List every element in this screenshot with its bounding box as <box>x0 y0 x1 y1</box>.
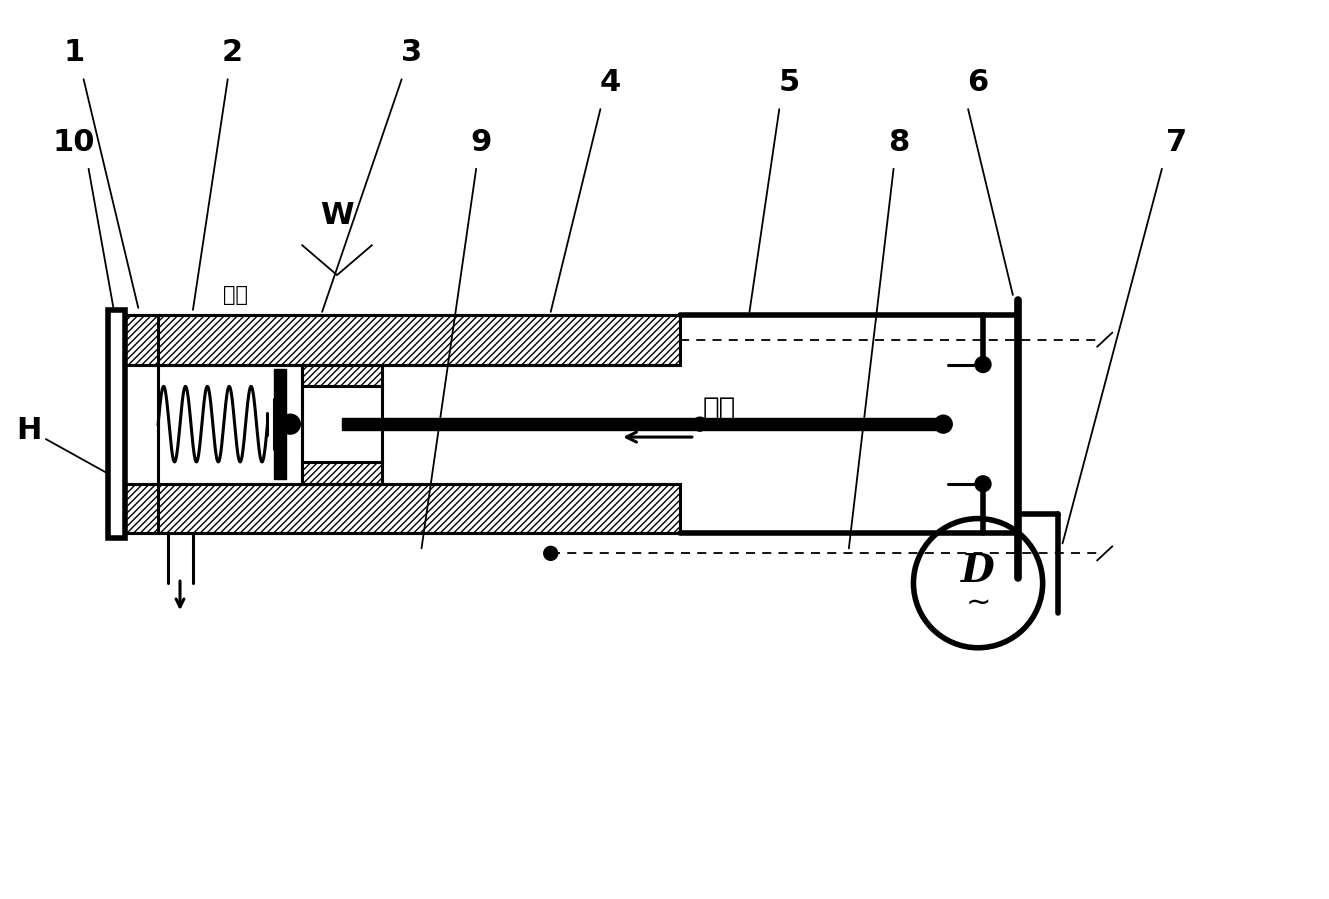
Text: 5: 5 <box>779 68 800 97</box>
Text: 1: 1 <box>62 39 84 67</box>
Text: 9: 9 <box>470 128 492 156</box>
Bar <box>124 484 158 533</box>
Bar <box>153 484 680 533</box>
Text: ~: ~ <box>965 589 991 618</box>
Bar <box>342 418 948 430</box>
Text: 7: 7 <box>1167 128 1187 156</box>
Circle shape <box>975 476 991 492</box>
Bar <box>124 315 158 364</box>
Text: 4: 4 <box>599 68 621 97</box>
Bar <box>302 364 381 387</box>
Circle shape <box>975 357 991 372</box>
Text: 运行: 运行 <box>703 396 736 423</box>
Text: H: H <box>16 416 41 445</box>
Text: D: D <box>961 552 995 591</box>
Circle shape <box>280 414 300 434</box>
Circle shape <box>692 417 707 432</box>
Text: 10: 10 <box>52 128 94 156</box>
Bar <box>153 315 680 364</box>
Bar <box>109 310 125 539</box>
Bar <box>302 387 381 462</box>
Circle shape <box>544 547 558 560</box>
Text: 2: 2 <box>222 39 243 67</box>
Text: 8: 8 <box>888 128 909 156</box>
Circle shape <box>934 415 952 433</box>
Text: 排气: 排气 <box>223 285 247 305</box>
Text: 6: 6 <box>968 68 989 97</box>
Bar <box>302 462 381 484</box>
Bar <box>274 369 286 479</box>
Text: W: W <box>320 201 354 230</box>
Text: 3: 3 <box>401 39 423 67</box>
